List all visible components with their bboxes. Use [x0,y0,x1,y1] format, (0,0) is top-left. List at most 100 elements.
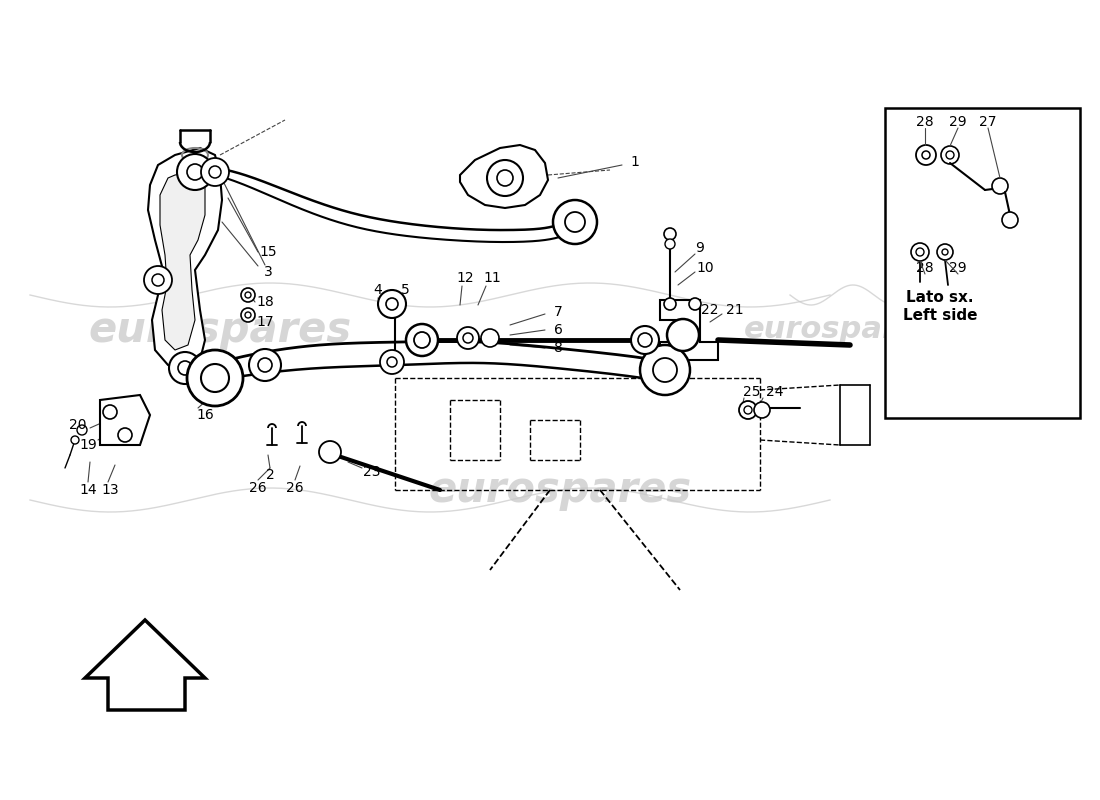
Text: 21: 21 [726,303,744,317]
Circle shape [481,329,499,347]
Circle shape [916,145,936,165]
Circle shape [916,248,924,256]
Circle shape [77,425,87,435]
Circle shape [103,405,117,419]
Circle shape [653,358,676,382]
Circle shape [245,312,251,318]
Circle shape [744,406,752,414]
Circle shape [487,160,522,196]
Circle shape [241,288,255,302]
Text: 6: 6 [553,323,562,337]
Text: eurospares: eurospares [428,469,692,511]
Circle shape [739,401,757,419]
Text: 12: 12 [456,271,474,285]
Text: 1: 1 [630,155,639,169]
Text: Lato sx.: Lato sx. [906,290,974,306]
Circle shape [319,441,341,463]
Circle shape [940,146,959,164]
Circle shape [922,151,930,159]
Text: 7: 7 [553,305,562,319]
Circle shape [118,428,132,442]
Polygon shape [148,148,222,370]
Text: 16: 16 [196,408,213,422]
Circle shape [72,436,79,444]
Circle shape [911,243,930,261]
Circle shape [631,326,659,354]
Circle shape [640,345,690,395]
Text: 22: 22 [702,303,718,317]
Circle shape [144,266,172,294]
Text: 18: 18 [256,295,274,309]
Circle shape [187,350,243,406]
Circle shape [992,178,1008,194]
Text: 10: 10 [696,261,714,275]
Text: 4: 4 [374,283,383,297]
Circle shape [177,154,213,190]
Text: eurospares: eurospares [744,315,936,345]
Circle shape [386,298,398,310]
Circle shape [406,324,438,356]
Circle shape [497,170,513,186]
Circle shape [378,290,406,318]
Text: 2: 2 [265,468,274,482]
Polygon shape [660,300,718,360]
Circle shape [664,228,676,240]
Circle shape [689,298,701,310]
Circle shape [754,402,770,418]
Circle shape [463,333,473,343]
Bar [886,108,1080,418]
Circle shape [169,352,201,384]
Circle shape [178,361,192,375]
Circle shape [667,319,698,351]
Text: 5: 5 [400,283,409,297]
Text: 20: 20 [69,418,87,432]
Polygon shape [160,172,205,350]
Text: 17: 17 [256,315,274,329]
Text: 26: 26 [286,481,304,495]
Circle shape [666,239,675,249]
Circle shape [456,327,478,349]
Circle shape [249,349,280,381]
Text: 15: 15 [260,245,277,259]
Circle shape [946,151,954,159]
Circle shape [209,166,221,178]
Text: Left side: Left side [903,307,977,322]
Text: 23: 23 [363,465,381,479]
Text: 24: 24 [767,385,783,399]
Text: 9: 9 [695,241,704,255]
Circle shape [937,244,953,260]
Circle shape [1002,212,1018,228]
Circle shape [553,200,597,244]
Circle shape [387,357,397,367]
Text: 25: 25 [744,385,761,399]
Circle shape [638,333,652,347]
Circle shape [241,308,255,322]
Text: 28: 28 [916,261,934,275]
Text: 29: 29 [949,115,967,129]
Circle shape [187,164,204,180]
Text: 28: 28 [916,115,934,129]
Circle shape [379,350,404,374]
Circle shape [152,274,164,286]
Text: 11: 11 [483,271,500,285]
Text: 13: 13 [101,483,119,497]
Polygon shape [460,145,548,208]
Text: 29: 29 [949,261,967,275]
Circle shape [201,364,229,392]
Text: eurospares: eurospares [88,309,352,351]
Circle shape [942,249,948,255]
Circle shape [565,212,585,232]
Text: 27: 27 [979,115,997,129]
Circle shape [258,358,272,372]
Text: 14: 14 [79,483,97,497]
Circle shape [664,298,676,310]
Text: 3: 3 [264,265,273,279]
Polygon shape [100,395,150,445]
Polygon shape [85,620,205,710]
Text: 26: 26 [250,481,267,495]
Circle shape [201,158,229,186]
Circle shape [245,292,251,298]
Circle shape [414,332,430,348]
Text: 8: 8 [553,341,562,355]
Text: 19: 19 [79,438,97,452]
